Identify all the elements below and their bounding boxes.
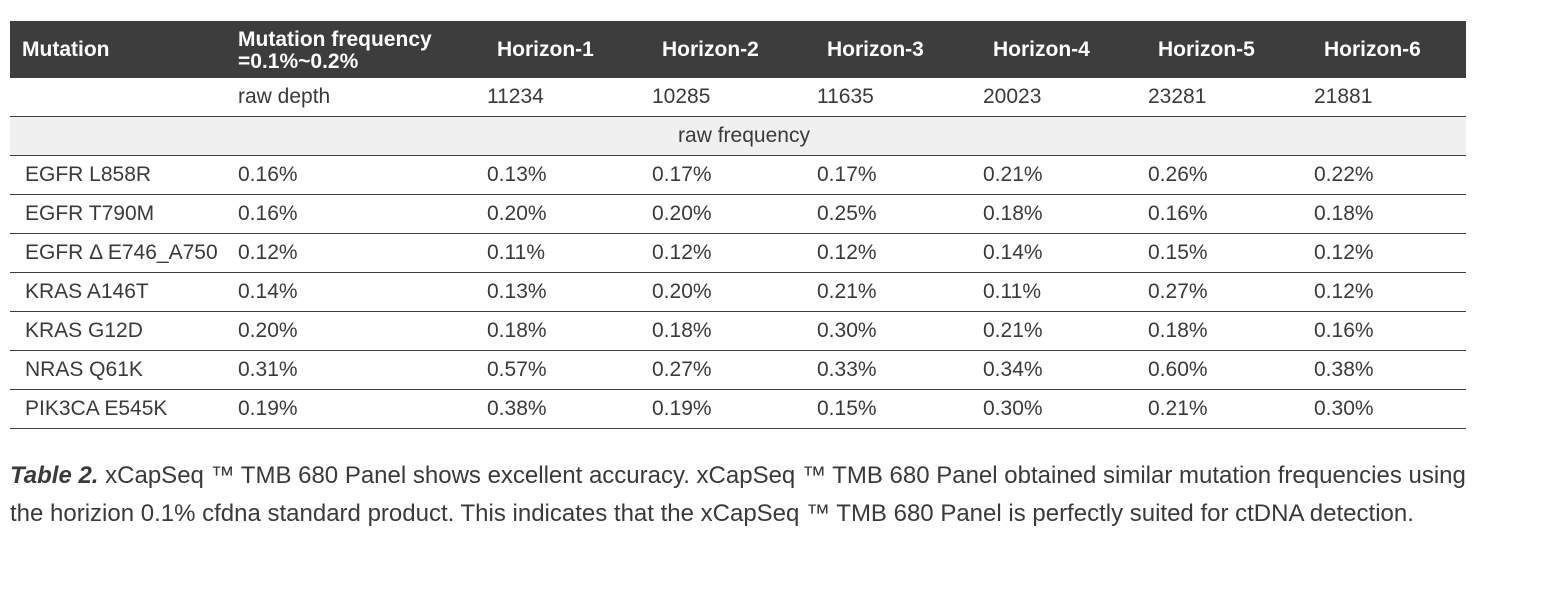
table-cell: 0.16% (237, 155, 485, 195)
table-cell: 0.11% (485, 233, 650, 273)
header-horizon-2: Horizon-2 (662, 37, 759, 61)
table-cell: 11234 (485, 78, 650, 117)
table-row: PIK3CA E545K 0.19% 0.38% 0.19% 0.15% 0.3… (10, 389, 1466, 429)
table-cell: 0.27% (1146, 272, 1312, 312)
table-cell: 0.19% (237, 389, 485, 429)
table-cell: 0.18% (1146, 311, 1312, 351)
table-cell: 0.31% (237, 350, 485, 390)
section-row: raw frequency (10, 116, 1466, 156)
table-row: KRAS A146T 0.14% 0.13% 0.20% 0.21% 0.11%… (10, 272, 1466, 312)
table-cell: 0.12% (1312, 233, 1466, 273)
table-cell: 0.16% (237, 194, 485, 234)
table-cell: KRAS A146T (10, 272, 237, 312)
table-cell: 0.17% (650, 155, 815, 195)
mutation-frequency-table: Mutation Mutation frequency =0.1%~0.2% H… (10, 21, 1466, 429)
table-caption: Table 2. xCapSeq ™ TMB 680 Panel shows e… (10, 457, 1470, 533)
table-cell: 0.15% (1146, 233, 1312, 273)
table-cell: NRAS Q61K (10, 350, 237, 390)
table-cell: 0.25% (815, 194, 981, 234)
table-cell: KRAS G12D (10, 311, 237, 351)
table-cell: 21881 (1312, 78, 1466, 117)
table-row: NRAS Q61K 0.31% 0.57% 0.27% 0.33% 0.34% … (10, 350, 1466, 390)
table-cell: 0.12% (650, 233, 815, 273)
header-horizon-1: Horizon-1 (497, 37, 594, 61)
table-cell: 0.11% (981, 272, 1146, 312)
table-cell: 0.21% (981, 311, 1146, 351)
table-cell: 0.18% (1312, 194, 1466, 234)
table-cell: 0.21% (815, 272, 981, 312)
table-cell: 0.20% (650, 272, 815, 312)
table-cell: 23281 (1146, 78, 1312, 117)
table-cell: 0.12% (1312, 272, 1466, 312)
table-cell: EGFR L858R (10, 155, 237, 195)
header-mutation-frequency: Mutation frequency =0.1%~0.2% (238, 27, 432, 73)
table-cell: 0.34% (981, 350, 1146, 390)
header-horizon-5: Horizon-5 (1158, 37, 1255, 61)
table-cell: 0.13% (485, 272, 650, 312)
table-cell: 0.60% (1146, 350, 1312, 390)
table-cell: 0.14% (981, 233, 1146, 273)
table-cell: 11635 (815, 78, 981, 117)
table-cell: 0.30% (981, 389, 1146, 429)
caption-label: Table 2. (10, 462, 99, 489)
table-cell: 20023 (981, 78, 1146, 117)
caption-text: xCapSeq ™ TMB 680 Panel shows excellent … (10, 462, 1466, 527)
table-row: KRAS G12D 0.20% 0.18% 0.18% 0.30% 0.21% … (10, 311, 1466, 351)
table-cell: 0.12% (237, 233, 485, 273)
table-cell: 0.30% (815, 311, 981, 351)
table-cell: PIK3CA E545K (10, 389, 237, 429)
table-cell: 0.30% (1312, 389, 1466, 429)
table-cell: 0.17% (815, 155, 981, 195)
table-cell: 0.26% (1146, 155, 1312, 195)
table-row: EGFR Δ E746_A750 0.12% 0.11% 0.12% 0.12%… (10, 233, 1466, 273)
table-cell: 0.22% (1312, 155, 1466, 195)
table-cell: 0.20% (237, 311, 485, 351)
table-cell: 0.16% (1312, 311, 1466, 351)
table-cell: 0.18% (485, 311, 650, 351)
table-cell: 0.21% (1146, 389, 1312, 429)
results-table-container: Mutation Mutation frequency =0.1%~0.2% H… (10, 21, 1466, 429)
table-cell: 0.13% (485, 155, 650, 195)
header-horizon-6: Horizon-6 (1324, 37, 1421, 61)
header-horizon-4: Horizon-4 (993, 37, 1090, 61)
table-cell: 0.16% (1146, 194, 1312, 234)
table-row: EGFR T790M 0.16% 0.20% 0.20% 0.25% 0.18%… (10, 194, 1466, 234)
table-cell: 0.33% (815, 350, 981, 390)
table-cell: EGFR Δ E746_A750 (10, 233, 237, 273)
table-cell: 0.27% (650, 350, 815, 390)
header-mutation: Mutation (22, 37, 110, 61)
table-row: EGFR L858R 0.16% 0.13% 0.17% 0.17% 0.21%… (10, 155, 1466, 195)
table-cell: 0.18% (981, 194, 1146, 234)
table-header-row: Mutation Mutation frequency =0.1%~0.2% H… (10, 21, 1466, 78)
table-cell: 0.38% (1312, 350, 1466, 390)
raw-depth-row: raw depth 11234 10285 11635 20023 23281 … (10, 78, 1466, 117)
table-cell: 0.12% (815, 233, 981, 273)
section-label: raw frequency (678, 124, 810, 147)
table-cell: 10285 (650, 78, 815, 117)
table-cell: 0.19% (650, 389, 815, 429)
table-cell: 0.18% (650, 311, 815, 351)
table-cell (10, 78, 237, 117)
table-cell: 0.20% (650, 194, 815, 234)
table-cell: 0.15% (815, 389, 981, 429)
table-cell: 0.38% (485, 389, 650, 429)
table-cell: 0.14% (237, 272, 485, 312)
raw-depth-label: raw depth (237, 78, 485, 117)
table-cell: 0.21% (981, 155, 1146, 195)
header-horizon-3: Horizon-3 (827, 37, 924, 61)
table-cell: EGFR T790M (10, 194, 237, 234)
section-label-cell: raw frequency (10, 116, 1466, 156)
table-cell: 0.20% (485, 194, 650, 234)
table-cell: 0.57% (485, 350, 650, 390)
